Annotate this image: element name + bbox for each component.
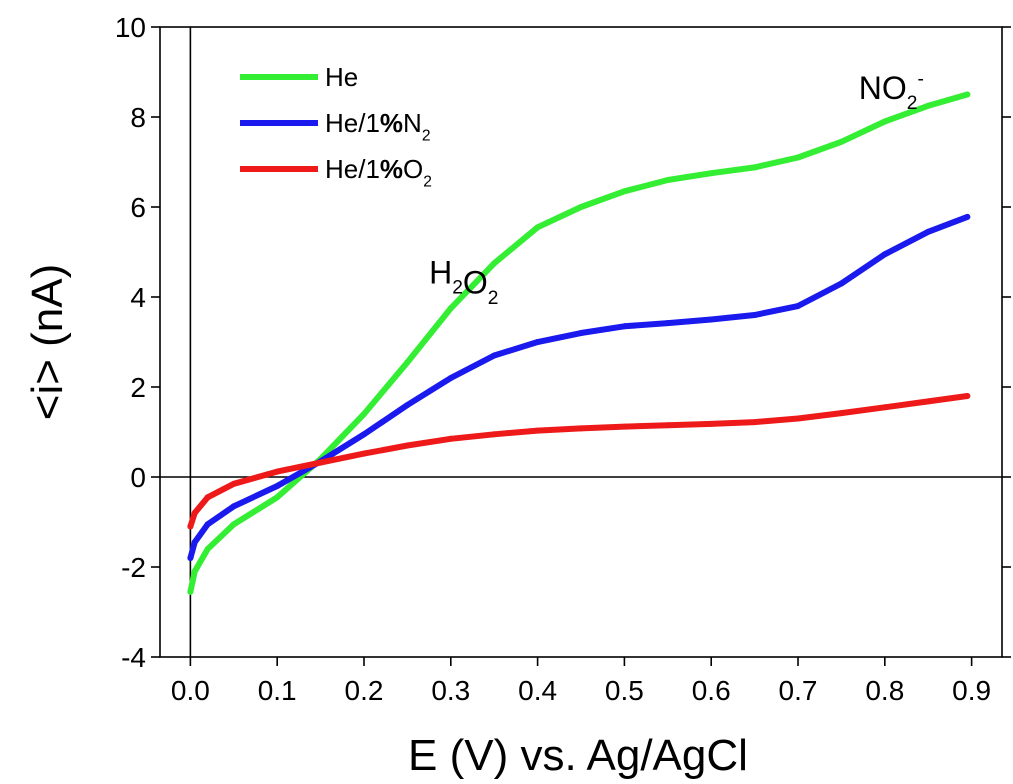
series-point-1 — [187, 555, 194, 561]
series-point-2 — [317, 459, 324, 466]
series-point-1 — [274, 483, 281, 489]
series-point-2 — [838, 410, 845, 417]
series-point-0 — [191, 568, 198, 575]
series-point-0 — [751, 164, 758, 171]
series-point-1 — [925, 228, 932, 235]
series-point-2 — [578, 425, 584, 432]
y-tick-label: 6 — [130, 192, 146, 223]
x-tick-label: 0.5 — [605, 675, 644, 706]
series-point-0 — [621, 188, 628, 195]
series-point-1 — [534, 339, 541, 345]
series-point-0 — [578, 204, 584, 210]
y-tick-label: -2 — [121, 552, 146, 583]
series-point-2 — [534, 427, 541, 434]
series-point-1 — [447, 375, 454, 381]
y-tick-label: -4 — [121, 642, 146, 673]
series-point-2 — [621, 423, 628, 430]
series-point-2 — [274, 468, 281, 475]
series-point-2 — [664, 422, 671, 429]
series-point-1 — [361, 431, 367, 438]
series-point-1 — [708, 316, 715, 323]
plot-frame — [159, 26, 1003, 658]
series-point-1 — [204, 521, 211, 528]
series-point-2 — [191, 510, 198, 516]
series-point-2 — [491, 431, 498, 438]
series-point-2 — [881, 404, 888, 411]
series-point-0 — [664, 177, 671, 183]
series-line-1 — [187, 213, 971, 561]
series-point-0 — [361, 411, 367, 417]
series-point-2 — [404, 442, 411, 449]
series-point-2 — [964, 393, 971, 399]
series-point-1 — [795, 303, 801, 309]
series-point-0 — [274, 494, 281, 501]
series-point-1 — [964, 213, 971, 220]
series-point-1 — [664, 320, 671, 327]
x-tick-label: 0.4 — [518, 675, 557, 706]
series-point-0 — [534, 224, 541, 231]
y-tick-label: 2 — [130, 372, 146, 403]
series-point-0 — [204, 546, 211, 552]
annotations: H2O2 NO2- — [429, 69, 924, 309]
series-point-1 — [404, 402, 411, 408]
series-point-0 — [187, 588, 194, 595]
series-point-1 — [191, 539, 198, 546]
series-point-1 — [881, 251, 888, 258]
series-point-2 — [795, 415, 801, 422]
y-axis-label: <i> (nA) — [23, 264, 72, 421]
x-tick-label: 0.3 — [431, 675, 470, 706]
series-point-0 — [881, 118, 888, 125]
x-tick-label: 0.2 — [345, 675, 384, 706]
series-point-2 — [751, 419, 758, 426]
series-point-2 — [447, 435, 454, 442]
series-point-0 — [491, 260, 498, 267]
series-point-0 — [838, 138, 845, 145]
series-point-0 — [925, 102, 932, 109]
x-tick-label: 0.9 — [952, 675, 991, 706]
series-point-1 — [621, 323, 628, 330]
y-tick-label: 0 — [130, 462, 146, 493]
series-point-0 — [795, 154, 801, 161]
series-point-0 — [964, 91, 971, 98]
series-point-0 — [447, 305, 454, 312]
series-point-1 — [838, 280, 845, 287]
series-point-1 — [230, 503, 237, 510]
series-point-2 — [204, 494, 211, 501]
series-point-1 — [578, 330, 584, 336]
legend: He He/1%N2 He/1%O2 — [240, 62, 432, 190]
series-point-1 — [751, 312, 758, 318]
legend-label-2: He/1%O2 — [325, 154, 432, 190]
series-point-2 — [230, 480, 237, 487]
x-axis-label: E (V) vs. Ag/AgCl — [408, 731, 748, 780]
axis-ticks: 0.0 0.1 0.2 0.3 0.4 0.5 0.6 0.7 0.8 0.9 -4 -2 0 2 4 6 8 1… — [115, 12, 1011, 706]
series-layer — [187, 91, 971, 595]
annotation-0: H2O2 — [429, 255, 498, 309]
series-point-0 — [230, 521, 237, 528]
x-tick-label: 0.8 — [865, 675, 904, 706]
series-point-0 — [708, 170, 715, 177]
series-point-2 — [708, 420, 715, 427]
series-point-2 — [925, 398, 932, 405]
series-point-1 — [491, 352, 498, 359]
annotation-1: NO2- — [859, 69, 924, 114]
x-tick-label: 0.6 — [692, 675, 731, 706]
x-tick-label: 0.1 — [258, 675, 297, 706]
y-tick-label: 8 — [130, 102, 146, 133]
series-point-2 — [361, 450, 367, 457]
legend-label-0: He — [325, 62, 358, 92]
series-point-2 — [187, 523, 194, 530]
series-line-2 — [187, 393, 971, 530]
y-tick-label: 4 — [130, 282, 146, 313]
series-point-0 — [404, 359, 411, 366]
x-tick-label: 0.0 — [171, 675, 210, 706]
y-tick-label: 10 — [115, 12, 146, 43]
legend-label-1: He/1%N2 — [325, 108, 431, 144]
x-tick-label: 0.7 — [779, 675, 818, 706]
